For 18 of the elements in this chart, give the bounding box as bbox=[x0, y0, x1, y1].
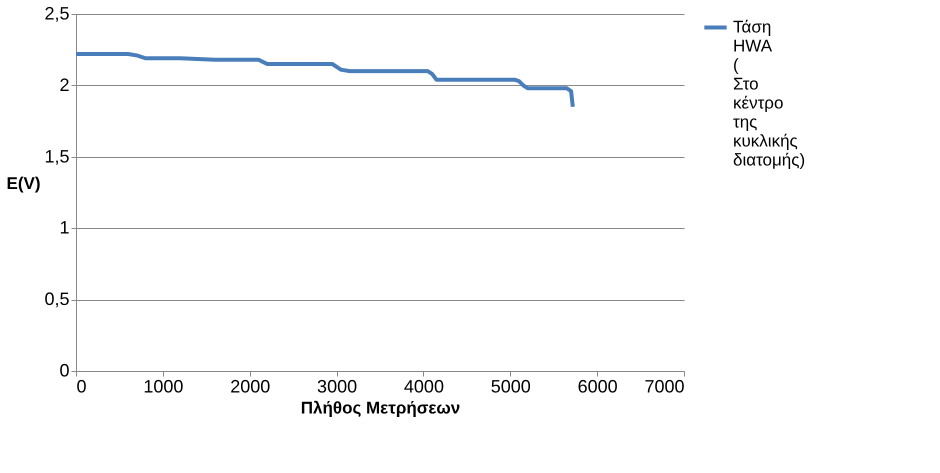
x-tick-label: 6000 bbox=[578, 376, 618, 396]
line-series bbox=[74, 52, 575, 109]
x-tick-label: 5000 bbox=[490, 376, 531, 396]
x-tick-label: 2000 bbox=[230, 376, 270, 396]
x-tick-label: 3000 bbox=[317, 376, 358, 396]
y-tick-label: 0 bbox=[59, 360, 70, 380]
y-tick-label: 1 bbox=[59, 218, 70, 238]
x-tick-label: 0 bbox=[76, 376, 87, 396]
x-tick-label: 7000 bbox=[644, 376, 684, 396]
x-tick-label: 4000 bbox=[404, 376, 444, 396]
y-tick-label: 2,5 bbox=[44, 4, 70, 24]
legend-label: Τάση HWA ( Στο κέντρο της κυκλικής διατομής) bbox=[733, 18, 806, 170]
y-tick-label: 1,5 bbox=[44, 146, 70, 166]
y-axis-title: E(V) bbox=[6, 174, 40, 193]
x-tick-label: 1000 bbox=[143, 376, 184, 396]
y-tick-label: 0,5 bbox=[44, 289, 70, 310]
y-tick-label: 2 bbox=[59, 74, 70, 95]
x-axis-title: Πλήθος Μετρήσεων bbox=[300, 398, 460, 418]
